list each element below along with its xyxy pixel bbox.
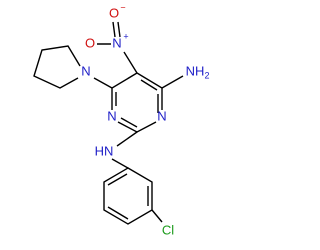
atom-label: N <box>112 35 121 50</box>
charge: + <box>123 31 128 41</box>
charge: − <box>120 2 125 12</box>
amine-bond <box>161 75 184 89</box>
atom-label: N <box>81 63 90 78</box>
atom-label: Cl <box>162 222 174 237</box>
atom-label: NH <box>186 63 205 78</box>
atom-label: N <box>157 108 166 123</box>
atom-label: O <box>85 35 95 50</box>
phenyl-double-bonds <box>107 173 149 220</box>
atom-label: O <box>109 5 119 20</box>
atom-label: HN <box>95 143 114 158</box>
anilino-bonds <box>111 131 138 169</box>
atom-label: N <box>107 108 116 123</box>
subscript: 2 <box>204 70 209 80</box>
atom-labels: O − N + O NH 2 N N N HN Cl <box>81 2 209 237</box>
pyrrolidine-ring <box>33 45 113 89</box>
chloro-bond <box>151 209 163 223</box>
nitro-bonds <box>97 21 138 74</box>
molecule: O − N + O NH 2 N N N HN Cl <box>33 2 210 237</box>
phenyl-ring <box>103 167 153 225</box>
pyrimidine-ring <box>111 72 163 133</box>
ring-double-bonds <box>115 79 159 128</box>
bonds <box>33 21 184 225</box>
